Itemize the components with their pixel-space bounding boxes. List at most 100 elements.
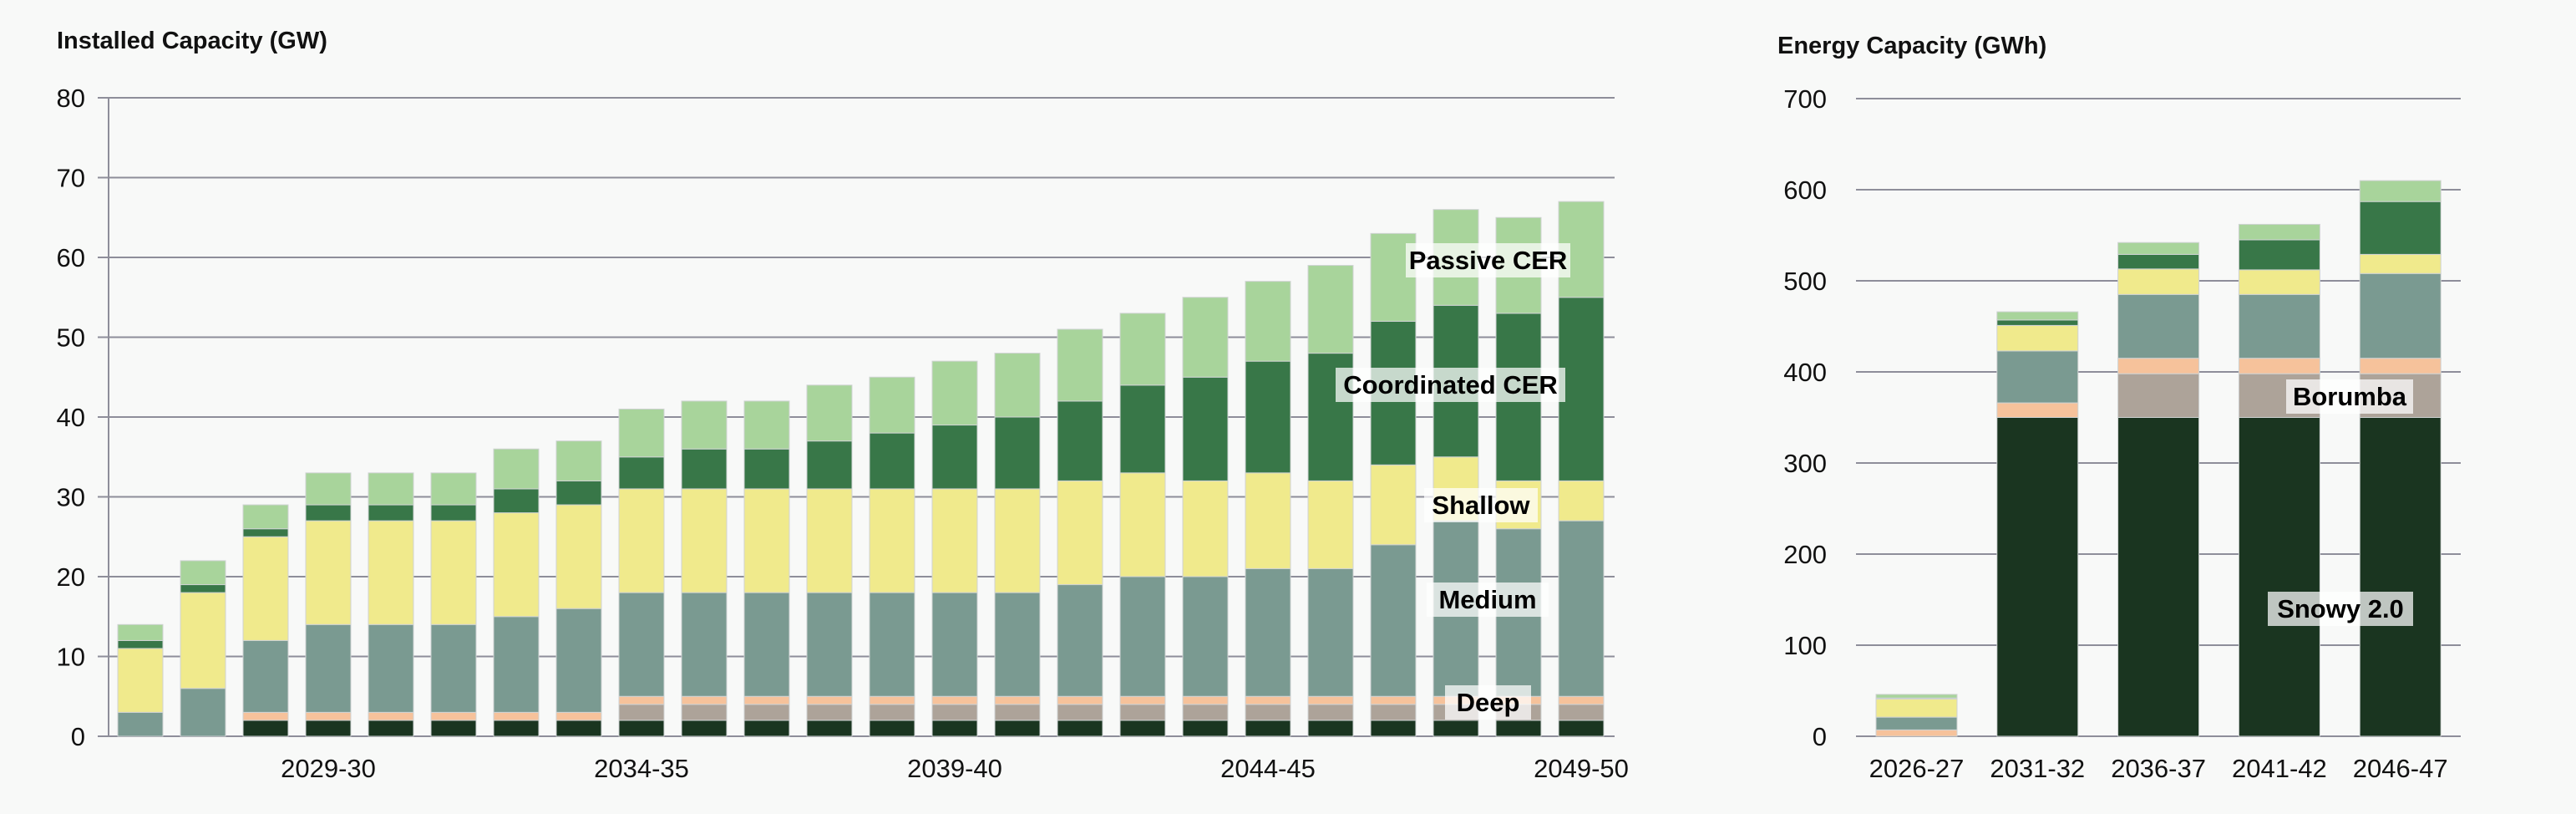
bar-segment-2037-38-series-6 bbox=[806, 384, 853, 442]
bar-segment-2036-37-series-1 bbox=[2117, 373, 2200, 418]
bar-segment-2038-39-series-6 bbox=[869, 376, 915, 434]
y-tick-label: 80 bbox=[57, 84, 85, 113]
bar-segment-2031-32-series-4 bbox=[1996, 324, 2079, 352]
bar-segment-2027-28-series-5 bbox=[180, 584, 226, 593]
bar-segment-2032-33-series-2 bbox=[493, 711, 540, 721]
bar-segment-2031-32-series-6 bbox=[430, 472, 477, 506]
bar-segment-2039-40-series-2 bbox=[931, 695, 978, 705]
x-tick-label: 2029-30 bbox=[281, 754, 376, 783]
bar-segment-2027-28-series-6 bbox=[180, 560, 226, 586]
bar-segment-2040-41-series-5 bbox=[994, 416, 1041, 490]
bar-segment-2043-44-series-4 bbox=[1182, 480, 1229, 577]
bar-segment-2042-43-series-2 bbox=[1119, 695, 1166, 705]
annotation-label: Coordinated CER bbox=[1343, 370, 1558, 399]
annotation-label: Shallow bbox=[1432, 491, 1530, 520]
bar-segment-2045-46-series-3 bbox=[1307, 567, 1354, 697]
y-tick-label: 40 bbox=[57, 403, 85, 432]
bar-segment-2033-34-series-6 bbox=[555, 440, 602, 481]
bar-segment-2029-30-series-0 bbox=[305, 720, 352, 737]
bar-segment-2041-42-series-0 bbox=[2238, 417, 2320, 737]
bar-segment-2042-43-series-3 bbox=[1119, 576, 1166, 697]
bar-segment-2041-42-series-4 bbox=[1057, 480, 1103, 586]
bar-segment-2029-30-series-4 bbox=[305, 520, 352, 625]
bar-segment-2031-32-series-2 bbox=[1996, 402, 2079, 418]
bar-segment-2042-43-series-1 bbox=[1119, 704, 1166, 721]
bar-segment-2044-45-series-3 bbox=[1245, 567, 1291, 697]
bar-segment-2036-37-series-3 bbox=[743, 592, 790, 697]
bar-segment-2046-47-series-0 bbox=[2359, 417, 2442, 737]
bar-segment-2028-29-series-2 bbox=[242, 711, 289, 721]
bar-segment-2035-36-series-6 bbox=[681, 400, 728, 450]
annotation-box bbox=[1424, 488, 1538, 522]
y-tick-label: 60 bbox=[57, 243, 85, 272]
y-tick-label: 700 bbox=[1783, 84, 1827, 114]
bar-segment-2034-35-series-1 bbox=[618, 704, 665, 721]
bar-segment-2046-47-series-3 bbox=[1370, 544, 1417, 697]
bar-segment-2033-34-series-3 bbox=[555, 608, 602, 713]
bar-segment-2044-45-series-5 bbox=[1245, 360, 1291, 474]
bar-segment-2032-33-series-6 bbox=[493, 448, 540, 490]
energy-capacity-chart: 0 100 200 300 400 500 600 700 2026-27 2031-32 2036… bbox=[1783, 84, 2461, 783]
annotation-box bbox=[1406, 243, 1570, 277]
bar-segment-2034-35-series-4 bbox=[618, 488, 665, 593]
bar-segment-2049-50-series-2 bbox=[1558, 695, 1605, 705]
bar-segment-2033-34-series-5 bbox=[555, 480, 602, 506]
bar-segment-2035-36-series-3 bbox=[681, 592, 728, 697]
bar-segment-2036-37-series-0 bbox=[743, 720, 790, 737]
bar-segment-2032-33-series-0 bbox=[493, 720, 540, 737]
bar-segment-2027-28-series-3 bbox=[180, 688, 226, 737]
bar-segment-2046-47-series-1 bbox=[1370, 704, 1417, 721]
bar-segment-2046-47-series-2 bbox=[2359, 358, 2442, 374]
bar-segment-2043-44-series-0 bbox=[1182, 720, 1229, 737]
bar-segment-2039-40-series-0 bbox=[931, 720, 978, 737]
bar-segment-2040-41-series-3 bbox=[994, 592, 1041, 697]
bar-segment-2029-30-series-3 bbox=[305, 623, 352, 713]
bar-segment-2041-42-series-4 bbox=[2238, 269, 2320, 295]
bar-segment-2046-47-series-4 bbox=[1370, 464, 1417, 546]
bar-segment-2040-41-series-2 bbox=[994, 695, 1041, 705]
bar-segment-2028-29-series-0 bbox=[242, 720, 289, 737]
bar-segment-2030-31-series-3 bbox=[368, 623, 414, 713]
bar-segment-2034-35-series-5 bbox=[618, 456, 665, 490]
bar-segment-2038-39-series-1 bbox=[869, 704, 915, 721]
bar-segment-2045-46-series-1 bbox=[1307, 704, 1354, 721]
bar-segment-2026-27-series-4 bbox=[117, 648, 164, 713]
bar-segment-2036-37-series-1 bbox=[743, 704, 790, 721]
bar-segment-2040-41-series-1 bbox=[994, 704, 1041, 721]
bar-segment-2036-37-series-4 bbox=[2117, 268, 2200, 295]
bar-segment-2028-29-series-5 bbox=[242, 528, 289, 537]
x-tick-label: 2026-27 bbox=[1869, 754, 1965, 783]
y-tick-label: 200 bbox=[1783, 540, 1827, 569]
bar-segment-2043-44-series-1 bbox=[1182, 704, 1229, 721]
annotation-box bbox=[1336, 368, 1565, 402]
bar-segment-2049-50-series-5 bbox=[1558, 297, 1605, 481]
bar-segment-2043-44-series-3 bbox=[1182, 576, 1229, 697]
y-tick-label: 70 bbox=[57, 164, 85, 193]
bar-segment-2028-29-series-4 bbox=[242, 536, 289, 641]
y-tick-label: 400 bbox=[1783, 358, 1827, 387]
bar-segment-2040-41-series-6 bbox=[994, 353, 1041, 418]
bar-segment-2029-30-series-6 bbox=[305, 472, 352, 506]
bar-segment-2031-32-series-2 bbox=[430, 711, 477, 721]
annotation-label: Borumba bbox=[2293, 382, 2407, 411]
y-tick-label: 0 bbox=[1813, 722, 1827, 751]
bar-segment-2036-37-series-2 bbox=[743, 695, 790, 705]
bar-segment-2036-37-series-5 bbox=[743, 448, 790, 490]
bar-segment-2031-32-series-6 bbox=[1996, 311, 2079, 321]
bar-segment-2041-42-series-5 bbox=[2238, 239, 2320, 271]
y-tick-label: 300 bbox=[1783, 449, 1827, 478]
bar-segment-2037-38-series-3 bbox=[806, 592, 853, 697]
bar-segment-2044-45-series-2 bbox=[1245, 695, 1291, 705]
bar-segment-2048-49-series-0 bbox=[1495, 720, 1542, 737]
bar-segment-2039-40-series-1 bbox=[931, 704, 978, 721]
bar-segment-2039-40-series-4 bbox=[931, 488, 978, 593]
bar-segment-2049-50-series-0 bbox=[1558, 720, 1605, 737]
bar-segment-2037-38-series-1 bbox=[806, 704, 853, 721]
annotation-label: Passive CER bbox=[1409, 246, 1568, 275]
bar-segment-2039-40-series-5 bbox=[931, 425, 978, 490]
x-tick-label: 2041-42 bbox=[2232, 754, 2327, 783]
bar-segment-2031-32-series-0 bbox=[1996, 417, 2079, 737]
bar-segment-2041-42-series-6 bbox=[1057, 328, 1103, 402]
x-tick-label: 2036-37 bbox=[2111, 754, 2206, 783]
bar-segment-2042-43-series-4 bbox=[1119, 472, 1166, 577]
